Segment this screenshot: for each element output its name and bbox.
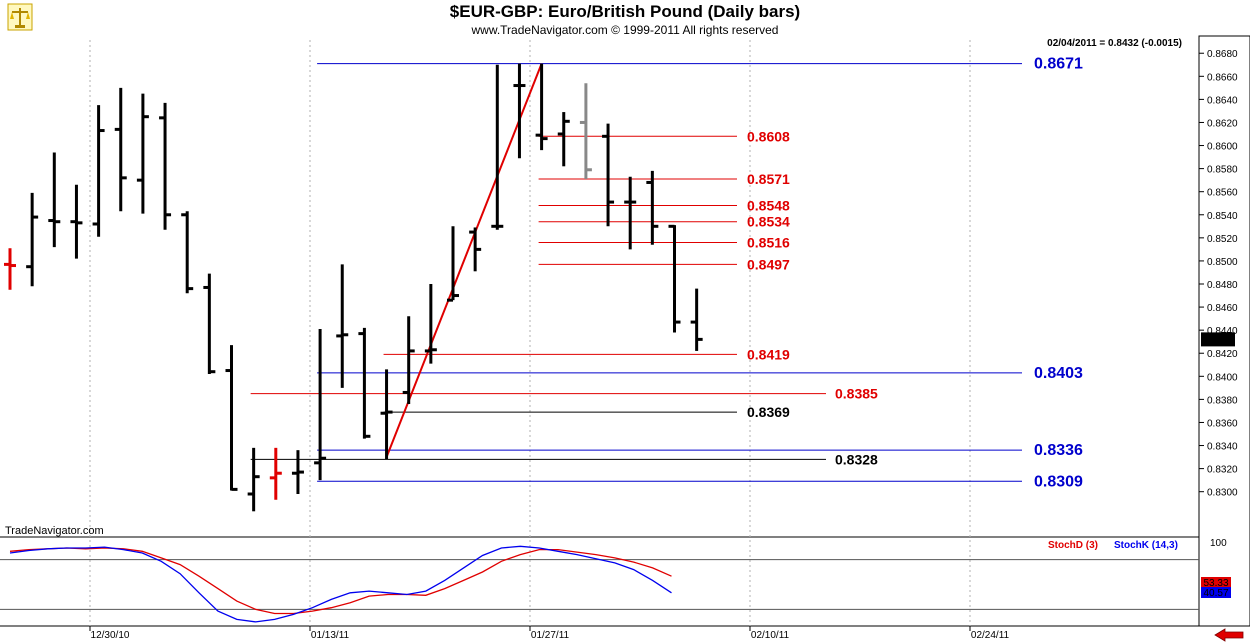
ohlc-bar	[181, 211, 194, 294]
ohlc-bar	[159, 102, 172, 230]
price-level-label: 0.8671	[1034, 56, 1083, 73]
ohlc-bar	[646, 170, 659, 245]
x-tick-label: 12/30/10	[91, 630, 130, 641]
y-tick-label: 0.8300	[1207, 488, 1238, 499]
price-level-label: 0.8369	[747, 404, 790, 420]
ohlc-bar	[4, 248, 16, 290]
red-left-arrow-icon[interactable]	[1214, 628, 1244, 642]
ohlc-bar	[491, 64, 504, 230]
y-tick-label: 0.8440	[1207, 326, 1238, 337]
ohlc-bar	[92, 105, 105, 237]
price-level-label: 0.8534	[747, 214, 790, 230]
ohlc-bar	[114, 87, 127, 212]
y-tick-label: 0.8600	[1207, 142, 1238, 153]
ohlc-bar	[70, 184, 83, 259]
quote-readout: 02/04/2011 = 0.8432 (-0.0015)	[1047, 38, 1182, 49]
stoch-last-box	[1201, 587, 1231, 598]
ohlc-bar	[424, 284, 437, 364]
ohlc-bar	[557, 112, 570, 167]
price-level-label: 0.8403	[1034, 365, 1083, 382]
price-level-label: 0.8608	[747, 128, 790, 144]
y-tick-label: 0.8500	[1207, 257, 1238, 268]
ohlc-bar	[469, 227, 482, 272]
y-tick-label: 0.8340	[1207, 442, 1238, 453]
price-level-label: 0.8548	[747, 198, 790, 214]
ohlc-bar	[203, 273, 216, 374]
ohlc-bar	[48, 152, 61, 248]
scales-of-justice-icon	[7, 3, 33, 31]
chart-header: $EUR-GBP: Euro/British Pound (Daily bars…	[5, 2, 1182, 537]
ohlc-bar	[535, 63, 548, 151]
stoch-last-label: 40.57	[1203, 588, 1228, 599]
stoch-legend-k: StochK (14,3)	[1114, 540, 1178, 551]
y-tick-label: 0.8540	[1207, 211, 1238, 222]
price-level-label: 0.8516	[747, 234, 790, 250]
fib-trend-line	[385, 63, 543, 458]
ohlc-bar	[225, 345, 238, 491]
y-tick-label: 0.8660	[1207, 72, 1238, 83]
y-tick-label: 0.8460	[1207, 303, 1238, 314]
chart-title: $EUR-GBP: Euro/British Pound (Daily bars…	[450, 2, 800, 21]
ohlc-bar	[402, 316, 415, 404]
ohlc-bar	[668, 224, 681, 333]
y-tick-label: 0.8360	[1207, 418, 1238, 429]
y-tick-label: 0.8640	[1207, 95, 1238, 106]
chart-subtitle: www.TradeNavigator.com © 1999-2011 All r…	[471, 23, 779, 37]
ohlc-bar	[314, 329, 327, 481]
axes: 12/30/10 01/13/11 01/27/11 02/10/11 02/24/11…	[89, 49, 1238, 641]
price-level-label: 0.8419	[747, 346, 790, 362]
ohlc-bar	[336, 264, 349, 388]
y-tick-label: 0.8520	[1207, 234, 1238, 245]
price-level-label: 0.8336	[1034, 442, 1083, 459]
x-tick-label: 01/13/11	[311, 630, 350, 641]
stoch-last-label: 53.33	[1203, 578, 1228, 589]
y-tick-label: 0.8400	[1207, 372, 1238, 383]
ohlc-bar	[579, 83, 592, 179]
ohlc-bar	[269, 447, 282, 500]
stoch-tick-label: 100	[1210, 538, 1227, 549]
ohlc-bar	[447, 226, 459, 302]
ohlc-bar	[291, 450, 304, 494]
y-tick-label: 0.8480	[1207, 280, 1238, 291]
ohlc-bar	[602, 123, 615, 227]
watermark: TradeNavigator.com	[5, 525, 104, 537]
last-price-label: 0.8432	[1203, 335, 1234, 346]
y-tick-label: 0.8420	[1207, 349, 1238, 360]
ohlc-bar	[136, 93, 149, 214]
y-tick-label: 0.8620	[1207, 118, 1238, 129]
price-level-label: 0.8328	[835, 451, 878, 467]
price-level-label: 0.8571	[747, 171, 790, 187]
x-tick-label: 02/24/11	[971, 630, 1010, 641]
x-tick-label: 01/27/11	[531, 630, 570, 641]
stoch-last-box	[1201, 577, 1231, 588]
y-tick-label: 0.8320	[1207, 465, 1238, 476]
ohlc-bar	[26, 192, 39, 287]
price-level-label: 0.8497	[747, 256, 790, 272]
y-tick-label: 0.8560	[1207, 188, 1238, 199]
ohlc-bar	[690, 288, 703, 351]
ohlc-bar	[247, 447, 260, 512]
price-level-label: 0.8385	[835, 386, 878, 402]
ohlc-bar	[624, 176, 637, 250]
ohlc-bars	[4, 63, 703, 512]
y-tick-label: 0.8680	[1207, 49, 1238, 60]
last-price-box	[1201, 332, 1235, 347]
ohlc-bar	[380, 369, 393, 460]
x-tick-label: 02/10/11	[751, 630, 790, 641]
ohlc-bar	[513, 63, 526, 159]
stoch-legend-d: StochD (3)	[1048, 540, 1098, 551]
y-tick-label: 0.8380	[1207, 395, 1238, 406]
ohlc-bar	[358, 327, 371, 439]
y-tick-label: 0.8580	[1207, 165, 1238, 176]
price-level-label: 0.8309	[1034, 473, 1083, 490]
stoch-series-line	[9, 545, 672, 623]
